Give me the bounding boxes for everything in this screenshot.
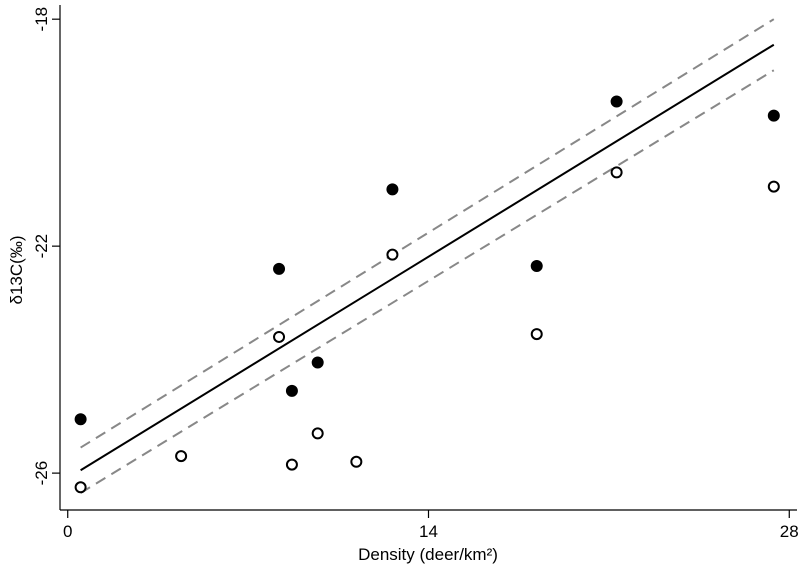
data-points: [74, 95, 780, 494]
data-point-open: [273, 330, 286, 343]
data-point-filled: [610, 95, 623, 108]
data-point-filled: [311, 356, 324, 369]
data-point-open: [311, 427, 324, 440]
x-tick-label: 28: [780, 522, 799, 541]
y-axis-ticks: -26 -22 -18: [32, 7, 60, 486]
data-point-filled: [767, 109, 780, 122]
data-point-filled: [74, 413, 87, 426]
y-tick-label: -18: [32, 7, 51, 32]
x-tick-label: 14: [419, 522, 438, 541]
data-point-open: [350, 455, 363, 468]
data-point-open: [530, 328, 543, 341]
data-point-open: [285, 458, 298, 471]
regression-line: [80, 43, 775, 472]
x-axis-label: Density (deer/km²): [358, 545, 498, 564]
data-point-filled: [273, 262, 286, 275]
y-tick-label: -22: [32, 234, 51, 259]
data-point-filled: [386, 183, 399, 196]
data-point-open: [610, 166, 623, 179]
data-point-filled: [530, 260, 543, 273]
data-point-filled: [285, 384, 298, 397]
data-point-open: [767, 180, 780, 193]
y-axis-label: δ13C(‰): [7, 236, 26, 305]
confidence-line-lower: [80, 69, 775, 494]
y-tick-label: -26: [32, 461, 51, 486]
confidence-band: [80, 18, 775, 494]
data-point-open: [175, 450, 188, 463]
confidence-line-upper: [80, 18, 775, 449]
fit-line-group: [80, 43, 775, 472]
x-tick-label: 0: [63, 522, 72, 541]
data-point-open: [74, 481, 87, 494]
data-point-open: [386, 248, 399, 261]
x-axis-ticks: 0 14 28: [63, 510, 799, 541]
